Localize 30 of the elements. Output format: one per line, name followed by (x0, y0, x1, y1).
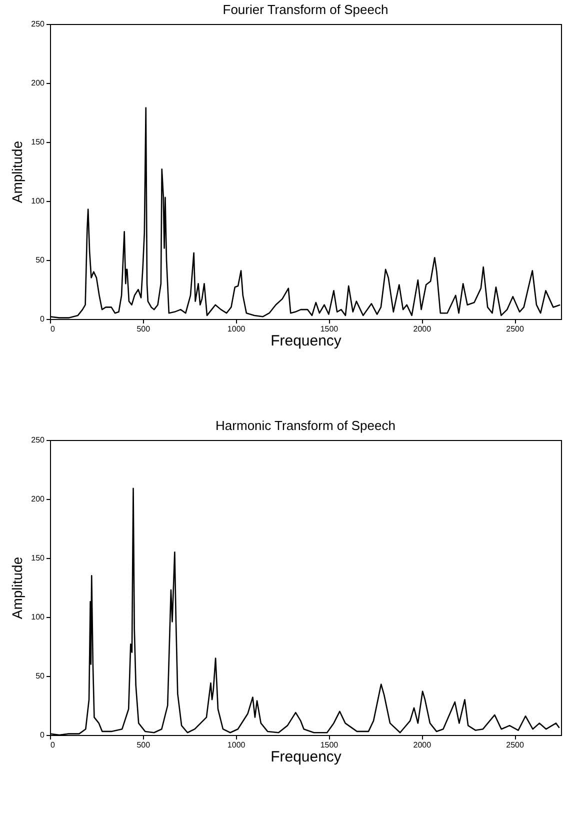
x-axis-title: Frequency (270, 332, 342, 350)
x-tick-label: 1000 (227, 324, 246, 334)
y-tick-label: 150 (31, 554, 46, 562)
y-axis-title: Amplitude (9, 140, 26, 204)
x-tick-label: 500 (136, 740, 151, 750)
x-axis-title: Frequency (270, 748, 342, 766)
x-tick-label: 1000 (227, 740, 246, 750)
x-tick-label: 0 (50, 740, 56, 750)
y-tick-label: 250 (31, 20, 46, 28)
y-tick-label: 150 (31, 138, 46, 146)
y-tick-label: 0 (40, 730, 46, 740)
x-tick-label: 2000 (413, 324, 432, 334)
y-tick-label: 200 (31, 78, 46, 88)
x-tick-label: 1500 (320, 324, 339, 334)
x-tick-label: 2500 (506, 740, 524, 750)
y-tick-label: 50 (36, 256, 46, 264)
y-tick-label: 100 (31, 196, 46, 206)
x-tick-label: 2000 (413, 740, 432, 750)
y-tick-label: 50 (36, 672, 46, 680)
y-axis-title: Amplitude (9, 556, 26, 620)
y-tick-label: 100 (31, 612, 46, 622)
chart-title: Fourier Transform of Speech (222, 2, 388, 17)
x-tick-label: 2500 (506, 324, 524, 334)
x-tick-label: 1500 (320, 740, 339, 750)
y-tick-label: 200 (31, 494, 46, 504)
chart-title: Harmonic Transform of Speech (216, 418, 396, 433)
y-tick-label: 250 (31, 436, 46, 444)
x-tick-label: 500 (136, 324, 151, 334)
x-tick-label: 0 (50, 324, 56, 334)
y-tick-label: 0 (40, 314, 46, 324)
